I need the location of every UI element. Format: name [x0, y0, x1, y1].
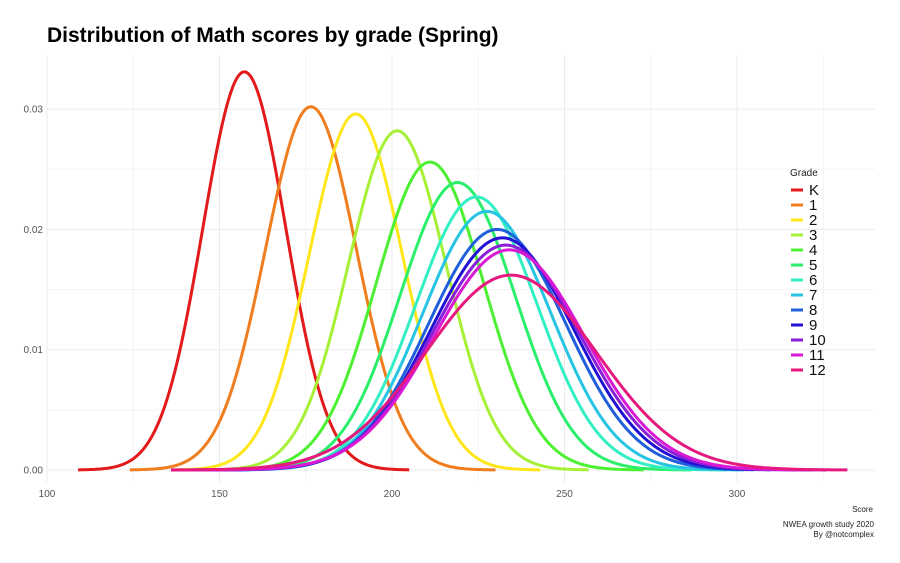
series-line-grade-k	[78, 70, 410, 472]
legend-label-grade-9: 9	[809, 317, 817, 334]
x-tick-label: 250	[556, 489, 573, 500]
series-line-grade-12	[171, 273, 848, 472]
legend-title: Grade	[790, 168, 818, 179]
legend-label-grade-k: K	[809, 182, 819, 199]
caption-line-2: By @notcomplex	[813, 530, 874, 539]
legend-label-grade-5: 5	[809, 257, 817, 274]
x-axis-label: Score	[852, 505, 873, 514]
legend-label-grade-7: 7	[809, 287, 817, 304]
density-curves	[78, 70, 848, 472]
y-tick-label: 0.00	[24, 465, 44, 476]
x-tick-label: 200	[384, 489, 401, 500]
series-line-grade-2	[171, 112, 541, 472]
legend-label-grade-11: 11	[809, 347, 825, 364]
legend-label-grade-2: 2	[809, 212, 817, 229]
legend-label-grade-10: 10	[809, 332, 826, 349]
series-line-grade-1	[129, 105, 496, 472]
major-gridlines	[46, 55, 875, 482]
y-tick-label: 0.01	[24, 345, 44, 356]
series-line-grade-11	[171, 248, 827, 472]
legend-label-grade-3: 3	[809, 227, 817, 244]
legend-label-grade-6: 6	[809, 272, 817, 289]
x-tick-label: 150	[211, 489, 228, 500]
y-tick-label: 0.03	[24, 105, 44, 116]
x-tick-label: 300	[729, 489, 746, 500]
legend-label-grade-12: 12	[809, 362, 826, 379]
legend-label-grade-4: 4	[809, 242, 817, 259]
chart-title: Distribution of Math scores by grade (Sp…	[47, 24, 499, 47]
legend-label-grade-1: 1	[809, 197, 817, 214]
y-tick-label: 0.02	[24, 225, 44, 236]
minor-gridlines	[47, 55, 875, 482]
x-axis-ticks: 100 150 200 250 300	[39, 489, 746, 500]
y-axis-ticks: 0.00 0.01 0.02 0.03	[24, 105, 44, 477]
caption-line-1: NWEA growth study 2020	[783, 520, 875, 529]
x-tick-label: 100	[39, 489, 56, 500]
legend-label-grade-8: 8	[809, 302, 817, 319]
